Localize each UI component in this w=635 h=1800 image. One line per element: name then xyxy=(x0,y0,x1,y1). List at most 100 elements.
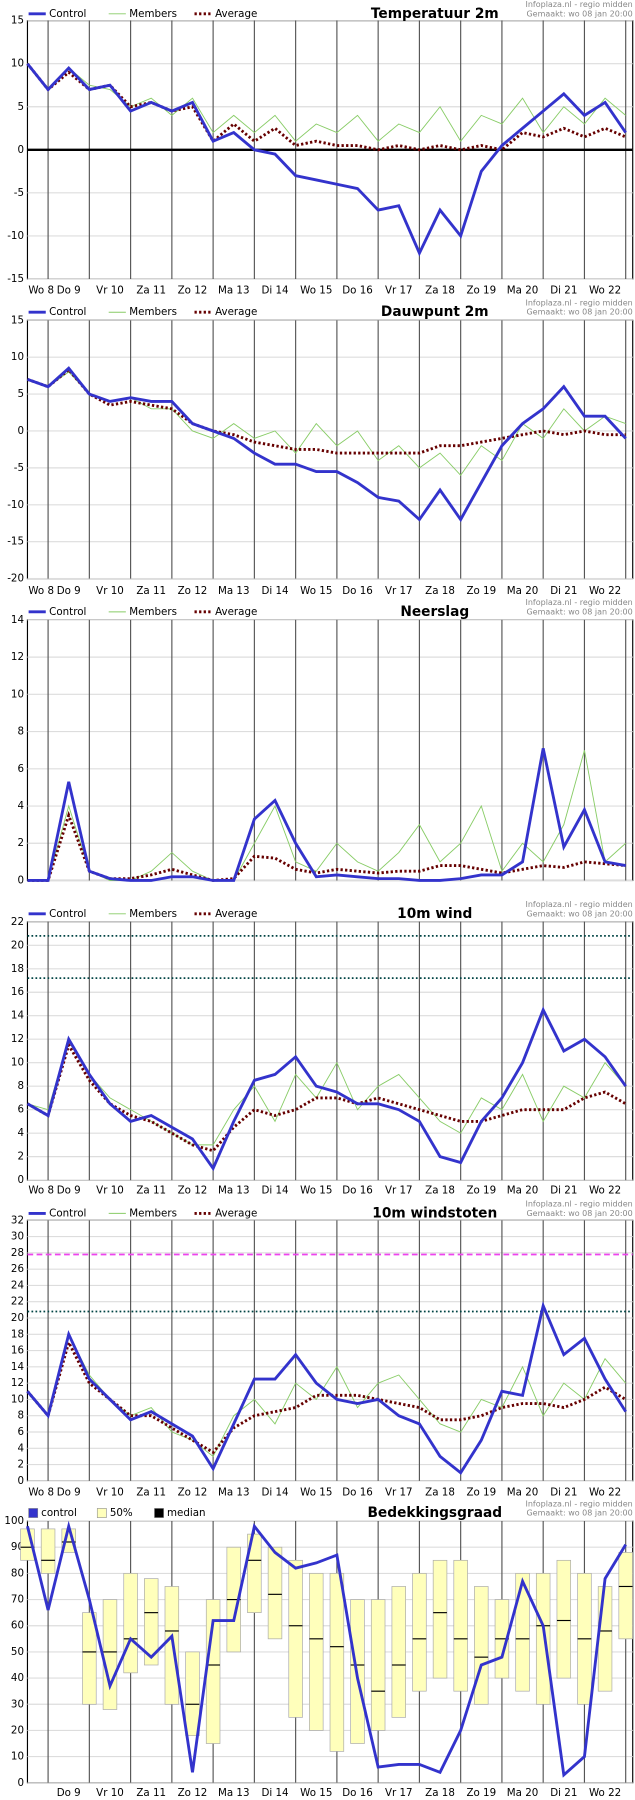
y-tick-label: 4 xyxy=(17,1127,24,1139)
x-tick-label: Di 21 xyxy=(550,1486,577,1498)
legend-label: Control xyxy=(49,908,86,920)
x-tick-label: Wo 15 xyxy=(300,284,332,296)
y-tick-label: -10 xyxy=(7,499,24,511)
range-box xyxy=(370,1599,386,1731)
legend-swatch xyxy=(96,1508,107,1518)
x-tick-label: Wo 8 xyxy=(28,585,54,597)
range-box xyxy=(123,1573,138,1674)
legend-label: Average xyxy=(215,606,257,618)
x-tick-label: Za 11 xyxy=(136,585,166,597)
x-tick-label: Ma 13 xyxy=(218,284,250,296)
credit: Infoplaza.nl - regio midden xyxy=(525,900,632,909)
x-tick-label: Do 16 xyxy=(342,1486,373,1498)
credit: Infoplaza.nl - regio midden xyxy=(525,1499,632,1508)
legend-label: Average xyxy=(215,306,257,318)
y-tick-label: 32 xyxy=(11,1214,24,1226)
y-tick-label: 14 xyxy=(11,614,24,626)
x-tick-label: Do 16 xyxy=(342,585,373,597)
y-tick-label: 28 xyxy=(11,1247,24,1259)
x-tick-label: Ma 20 xyxy=(507,284,539,296)
x-tick-label: Wo 15 xyxy=(300,1486,332,1498)
x-tick-label: Ma 20 xyxy=(507,1184,539,1196)
x-tick-label: Do 9 xyxy=(57,1787,81,1799)
y-tick-label: 10 xyxy=(11,351,24,363)
x-tick-label: Vr 17 xyxy=(385,1787,413,1799)
legend-label: Members xyxy=(129,606,177,618)
credit: Infoplaza.nl - regio midden xyxy=(525,1200,632,1209)
y-tick-label: 8 xyxy=(17,1410,24,1422)
y-tick-label: 16 xyxy=(11,1345,24,1357)
y-tick-label: 18 xyxy=(11,1328,24,1340)
x-tick-label: Do 9 xyxy=(57,1486,81,1498)
y-tick-label: 4 xyxy=(17,800,24,812)
legend-swatch xyxy=(154,1508,164,1518)
x-tick-label: Vr 17 xyxy=(385,1184,413,1196)
x-tick-label: Zo 12 xyxy=(178,1486,208,1498)
chart-title: Neerslag xyxy=(400,604,469,620)
x-tick-label: Za 11 xyxy=(136,284,166,296)
y-tick-label: 18 xyxy=(11,963,24,975)
x-tick-label: Zo 19 xyxy=(466,585,496,597)
credit: Infoplaza.nl - regio midden xyxy=(525,299,632,308)
x-tick-label: Ma 13 xyxy=(218,1787,250,1799)
y-tick-label: 20 xyxy=(11,1724,24,1736)
chart-title: Temperatuur 2m xyxy=(371,6,499,22)
range-box xyxy=(535,1573,551,1705)
y-tick-label: -20 xyxy=(7,573,24,585)
range-box xyxy=(474,1586,489,1705)
x-tick-label: Wo 22 xyxy=(589,284,621,296)
series-line xyxy=(26,1301,627,1475)
legend-label: 50% xyxy=(110,1507,133,1519)
x-tick-label: Vr 17 xyxy=(385,284,413,296)
series-line xyxy=(26,366,627,523)
y-tick-label: 26 xyxy=(11,1263,24,1275)
x-tick-label: Vr 17 xyxy=(385,1486,413,1498)
y-tick-label: 5 xyxy=(17,101,24,113)
x-tick-label: Zo 12 xyxy=(178,585,208,597)
x-tick-label: Ma 20 xyxy=(507,1486,539,1498)
x-tick-label: Vr 10 xyxy=(96,1184,124,1196)
x-tick-label: Zo 12 xyxy=(178,284,208,296)
x-tick-label: Ma 13 xyxy=(218,1184,250,1196)
range-box xyxy=(309,1573,324,1731)
y-tick-label: 0 xyxy=(17,425,24,437)
legend-label: Members xyxy=(129,306,177,318)
legend-swatch xyxy=(28,1508,39,1518)
x-tick-label: Zo 12 xyxy=(178,1787,208,1799)
x-tick-label: Di 14 xyxy=(261,1184,288,1196)
credit: Gemaakt: wo 08 jan 20:00 xyxy=(526,9,632,18)
y-tick-label: -10 xyxy=(7,230,24,242)
y-tick-label: 8 xyxy=(17,1080,24,1092)
y-tick-label: 22 xyxy=(11,1296,24,1308)
credit: Gemaakt: wo 08 jan 20:00 xyxy=(526,1209,632,1218)
y-tick-label: 60 xyxy=(11,1620,24,1632)
y-tick-label: 50 xyxy=(11,1646,24,1658)
x-tick-label: Do 9 xyxy=(57,1184,81,1196)
credit: Gemaakt: wo 08 jan 20:00 xyxy=(526,909,632,918)
chart-title: 10m windstoten xyxy=(372,1205,497,1221)
plot-area xyxy=(26,619,634,882)
y-tick-label: -5 xyxy=(14,187,24,199)
y-tick-label: 80 xyxy=(11,1567,24,1579)
y-tick-label: 14 xyxy=(11,1361,24,1373)
y-tick-label: 5 xyxy=(17,388,24,400)
legend-label: Control xyxy=(49,306,86,318)
range-box xyxy=(556,1559,572,1679)
range-box xyxy=(144,1578,159,1666)
y-tick-label: 0 xyxy=(17,144,24,156)
x-tick-label: Di 21 xyxy=(550,1184,577,1196)
y-tick-label: 0 xyxy=(17,1777,24,1789)
x-tick-label: Zo 19 xyxy=(466,284,496,296)
range-box xyxy=(247,1533,262,1613)
legend-label: median xyxy=(167,1507,206,1519)
x-tick-label: Di 14 xyxy=(261,284,288,296)
y-tick-label: 4 xyxy=(17,1442,24,1454)
x-tick-label: Vr 10 xyxy=(96,585,124,597)
y-tick-label: 0 xyxy=(17,1475,24,1487)
series-line xyxy=(26,1520,627,1778)
legend-label: Control xyxy=(49,606,86,618)
x-tick-label: Wo 22 xyxy=(589,1486,621,1498)
x-tick-label: Ma 13 xyxy=(218,585,250,597)
credit: Gemaakt: wo 08 jan 20:00 xyxy=(526,1509,632,1518)
